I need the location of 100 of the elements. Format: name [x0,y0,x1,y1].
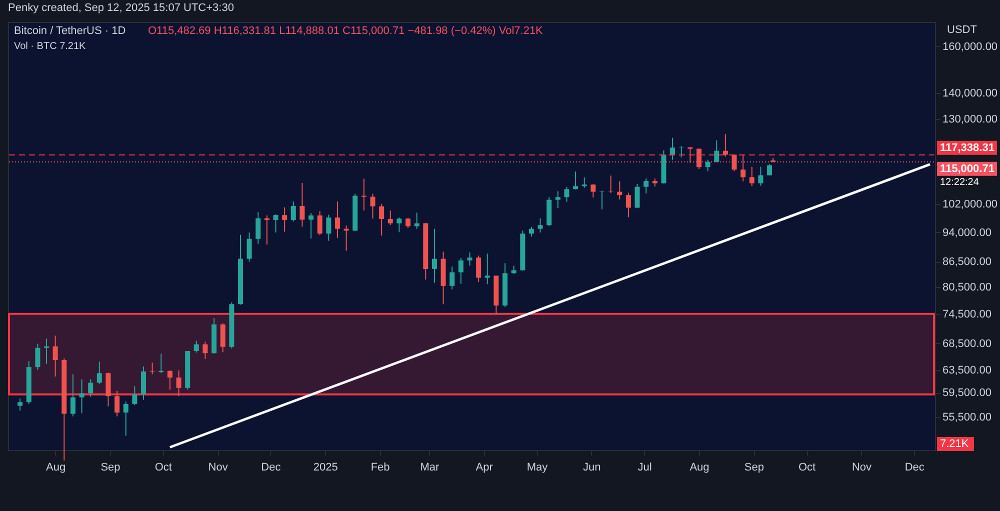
x-tick-label: Jul [638,462,652,474]
candlestick [273,214,278,233]
candlestick [361,178,366,211]
candlestick [44,338,50,364]
candlestick [484,253,490,285]
candlestick [317,210,322,236]
candlestick [432,228,437,284]
y-tick-label: 74,500.00 [942,308,992,320]
candlestick [300,182,305,228]
y-tick-label: 94,000.00 [942,226,992,239]
candlestick [52,335,58,377]
ref-line-label: 117,338.31 [940,142,994,154]
candlestick [749,166,754,187]
candlestick [722,134,728,157]
annotation: Vol · BTC 7.21K [14,41,86,52]
candlestick [396,217,402,233]
chart-subtitle: O115,482.69 H116,331.81 L114,888.01 C115,000.71 −481.98 (−0.42%) Vol7.21K [148,25,544,37]
candlestick [458,257,464,284]
candlestick [79,378,84,414]
text: Penky created, Sep 12, 2025 15:07 UTC+3:30 [8,2,234,14]
candlestick [644,178,649,194]
candlestick [176,370,182,397]
candlestick [220,322,226,353]
x-tick-label: Sep [100,462,120,474]
candlestick [123,401,128,436]
candlestick [96,361,102,384]
y-tick-label: 86,500.00 [942,256,992,268]
candlestick [634,183,640,209]
x-tick-label: Aug [46,462,66,474]
text: USDT [947,24,978,36]
y-tick-label: 130,000.00 [942,113,998,126]
candlestick [370,193,376,220]
candlestick [740,154,746,182]
candlestick [599,190,604,210]
chart-title: Bitcoin / TetherUS · 1D [14,25,126,37]
x-tick-label: Mar [420,462,440,474]
x-tick-label: Sep [744,462,764,474]
text: 7.21K [940,438,970,450]
candlestick [202,341,208,360]
ref-line-label: 115,000.71 [940,162,994,175]
x-tick-label: 2025 [313,462,338,474]
candlestick [132,386,138,406]
candlestick [114,390,120,417]
candlestick [696,148,702,170]
x-tick-label: Dec [904,462,925,474]
candlestick [140,366,146,400]
candlestick [590,184,596,198]
candlestick [555,190,560,209]
candlestick [732,154,737,172]
x-tick-label: Feb [370,462,390,474]
y-tick-label: 68,500.00 [942,338,992,350]
x-tick-label: May [526,462,548,474]
candlestick [308,212,314,240]
y-tick-label: 63,500.00 [942,364,992,376]
y-tick-label: 59,500.00 [942,387,992,400]
candlestick [573,170,578,190]
y-tick-label: 140,000.00 [942,88,998,100]
candlestick [467,252,472,266]
candlestick [758,166,764,186]
candlestick [158,353,164,374]
candlestick [714,140,720,163]
candlestick [450,266,455,290]
candlestick [290,201,296,222]
y-tick-label: 160,000.00 [942,40,998,53]
candlestick [626,192,631,218]
candlestick [334,201,340,239]
x-tick-label: Apr [476,462,494,474]
x-tick-label: Oct [154,462,172,474]
candlestick [35,343,40,370]
candlestick [688,146,693,164]
candlestick [582,176,587,188]
candlestick [88,378,94,398]
candlestick [528,226,534,238]
candlestick [167,370,172,390]
candlestick [670,137,676,160]
x-tick-label: Nov [208,462,228,474]
candlestick [705,159,710,172]
y-tick-label: 102,000.00 [942,198,998,210]
candlestick [476,255,482,283]
candlestick [538,218,543,233]
candlestick [406,217,411,229]
x-tick-label: Dec [261,462,282,474]
x-tick-label: Jun [583,462,601,474]
candlestick [194,340,199,354]
candlestick [767,164,772,176]
candlestick [150,362,155,375]
candlestick [379,203,384,236]
candlestick [617,180,622,200]
candlestick [256,212,261,244]
x-tick-label: Aug [690,462,710,474]
candlestick [18,398,23,412]
x-tick-label: Nov [852,462,872,474]
text: 12:22:24 [940,176,980,188]
candlestick [564,186,570,202]
candlestick [106,372,111,407]
y-tick-label: 80,500.00 [942,281,992,294]
y-tick-label: 55,500.00 [942,411,992,424]
x-tick-label: Oct [798,462,816,474]
candlestick [246,232,252,262]
candlestick [70,374,76,417]
